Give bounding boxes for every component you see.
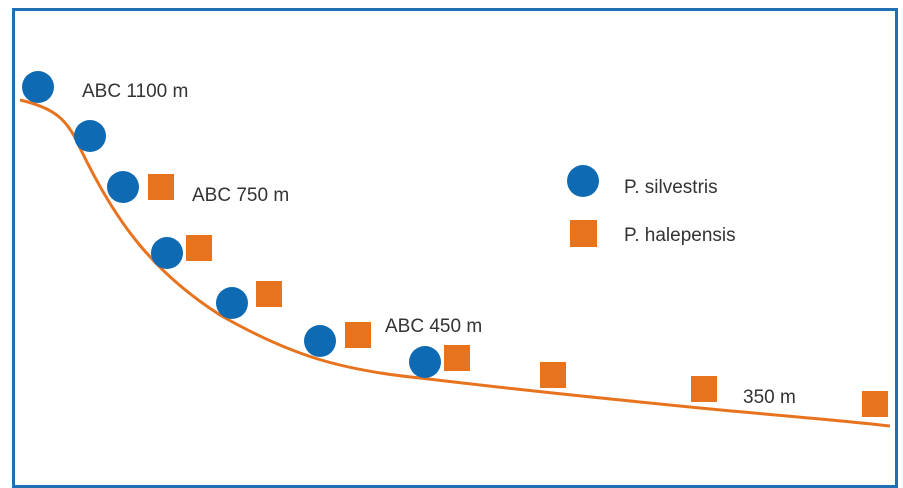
silvestris-marker <box>304 325 336 357</box>
silvestris-marker <box>409 346 441 378</box>
halepensis-marker <box>148 174 174 200</box>
label-abc-450: ABC 450 m <box>385 316 482 337</box>
halepensis-marker <box>691 376 717 402</box>
legend-silvestris-swatch <box>567 165 599 197</box>
legend-silvestris-label: P. silvestris <box>624 177 718 198</box>
halepensis-markers <box>148 174 888 417</box>
silvestris-marker <box>107 171 139 203</box>
label-350: 350 m <box>743 387 796 408</box>
halepensis-marker <box>444 345 470 371</box>
halepensis-marker <box>256 281 282 307</box>
silvestris-markers <box>22 71 441 378</box>
label-abc-750: ABC 750 m <box>192 185 289 206</box>
silvestris-marker <box>74 120 106 152</box>
halepensis-marker <box>540 362 566 388</box>
slope-line <box>19 98 891 428</box>
legend-halepensis-label: P. halepensis <box>624 225 736 246</box>
legend-halepensis-swatch <box>570 220 597 247</box>
halepensis-marker <box>345 322 371 348</box>
silvestris-marker <box>151 237 183 269</box>
legend: P. silvestris P. halepensis <box>567 165 736 247</box>
halepensis-marker <box>862 391 888 417</box>
silvestris-marker <box>22 71 54 103</box>
label-abc-1100: ABC 1100 m <box>82 81 188 102</box>
halepensis-marker <box>186 235 212 261</box>
silvestris-marker <box>216 287 248 319</box>
